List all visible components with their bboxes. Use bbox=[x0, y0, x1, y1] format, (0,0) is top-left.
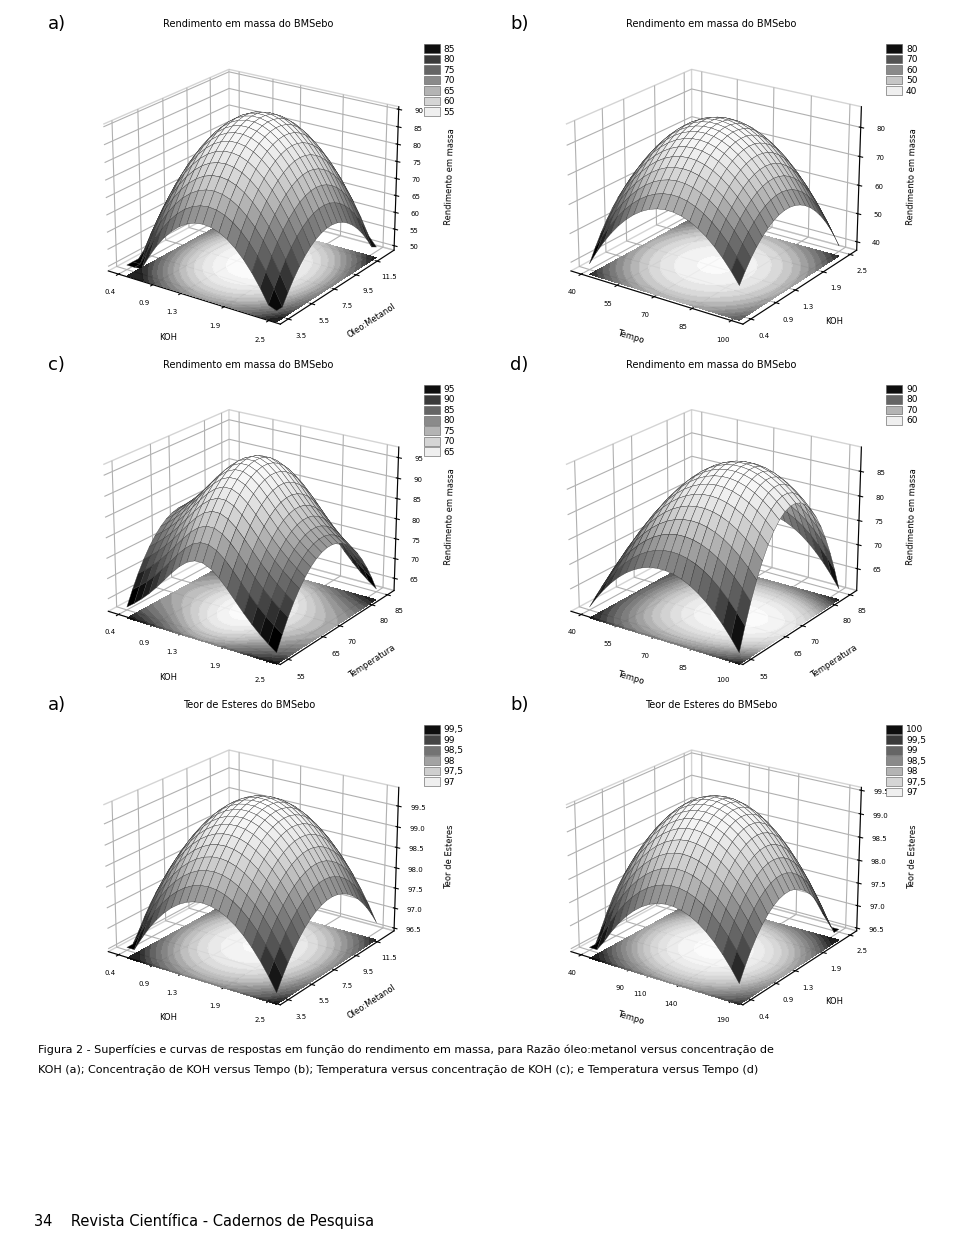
Text: a): a) bbox=[48, 696, 66, 713]
Legend: 85, 80, 75, 70, 65, 60, 55: 85, 80, 75, 70, 65, 60, 55 bbox=[421, 43, 457, 118]
X-axis label: KOH: KOH bbox=[159, 333, 178, 342]
Y-axis label: Oleo:Metanol: Oleo:Metanol bbox=[346, 982, 397, 1021]
Text: b): b) bbox=[511, 696, 529, 713]
Title: Rendimento em massa do BMSebo: Rendimento em massa do BMSebo bbox=[626, 359, 797, 369]
Title: Teor de Esteres do BMSebo: Teor de Esteres do BMSebo bbox=[182, 700, 315, 710]
Text: a): a) bbox=[48, 15, 66, 33]
Text: 34    Revista Científica - Cadernos de Pesquisa: 34 Revista Científica - Cadernos de Pesq… bbox=[34, 1213, 373, 1230]
Y-axis label: KOH: KOH bbox=[826, 317, 844, 325]
X-axis label: KOH: KOH bbox=[159, 1014, 178, 1022]
Title: Rendimento em massa do BMSebo: Rendimento em massa do BMSebo bbox=[626, 19, 797, 29]
Legend: 100, 99,5, 99, 98,5, 98, 97,5, 97: 100, 99,5, 99, 98,5, 98, 97,5, 97 bbox=[884, 723, 928, 799]
Legend: 99,5, 99, 98,5, 98, 97,5, 97: 99,5, 99, 98,5, 98, 97,5, 97 bbox=[421, 723, 466, 789]
Title: Teor de Esteres do BMSebo: Teor de Esteres do BMSebo bbox=[645, 700, 778, 710]
X-axis label: KOH: KOH bbox=[159, 673, 178, 682]
Text: b): b) bbox=[511, 15, 529, 33]
X-axis label: Tempo: Tempo bbox=[616, 329, 645, 345]
Y-axis label: KOH: KOH bbox=[826, 997, 844, 1006]
X-axis label: Tempo: Tempo bbox=[616, 669, 645, 686]
Text: Figura 2 - Superfícies e curvas de respostas em função do rendimento em massa, p: Figura 2 - Superfícies e curvas de respo… bbox=[38, 1045, 775, 1055]
X-axis label: Tempo: Tempo bbox=[616, 1010, 645, 1026]
Text: KOH (a); Concentração de KOH versus Tempo (b); Temperatura versus concentração d: KOH (a); Concentração de KOH versus Temp… bbox=[38, 1065, 758, 1075]
Legend: 90, 80, 70, 60: 90, 80, 70, 60 bbox=[884, 383, 920, 427]
Y-axis label: Temperatura: Temperatura bbox=[809, 643, 859, 679]
Title: Rendimento em massa do BMSebo: Rendimento em massa do BMSebo bbox=[163, 19, 334, 29]
Title: Rendimento em massa do BMSebo: Rendimento em massa do BMSebo bbox=[163, 359, 334, 369]
Y-axis label: Oleo:Metanol: Oleo:Metanol bbox=[346, 301, 397, 340]
Legend: 80, 70, 60, 50, 40: 80, 70, 60, 50, 40 bbox=[884, 43, 920, 98]
Text: d): d) bbox=[511, 355, 529, 373]
Legend: 95, 90, 85, 80, 75, 70, 65: 95, 90, 85, 80, 75, 70, 65 bbox=[421, 383, 457, 458]
Text: c): c) bbox=[48, 355, 64, 373]
Y-axis label: Temperatura: Temperatura bbox=[347, 643, 396, 679]
